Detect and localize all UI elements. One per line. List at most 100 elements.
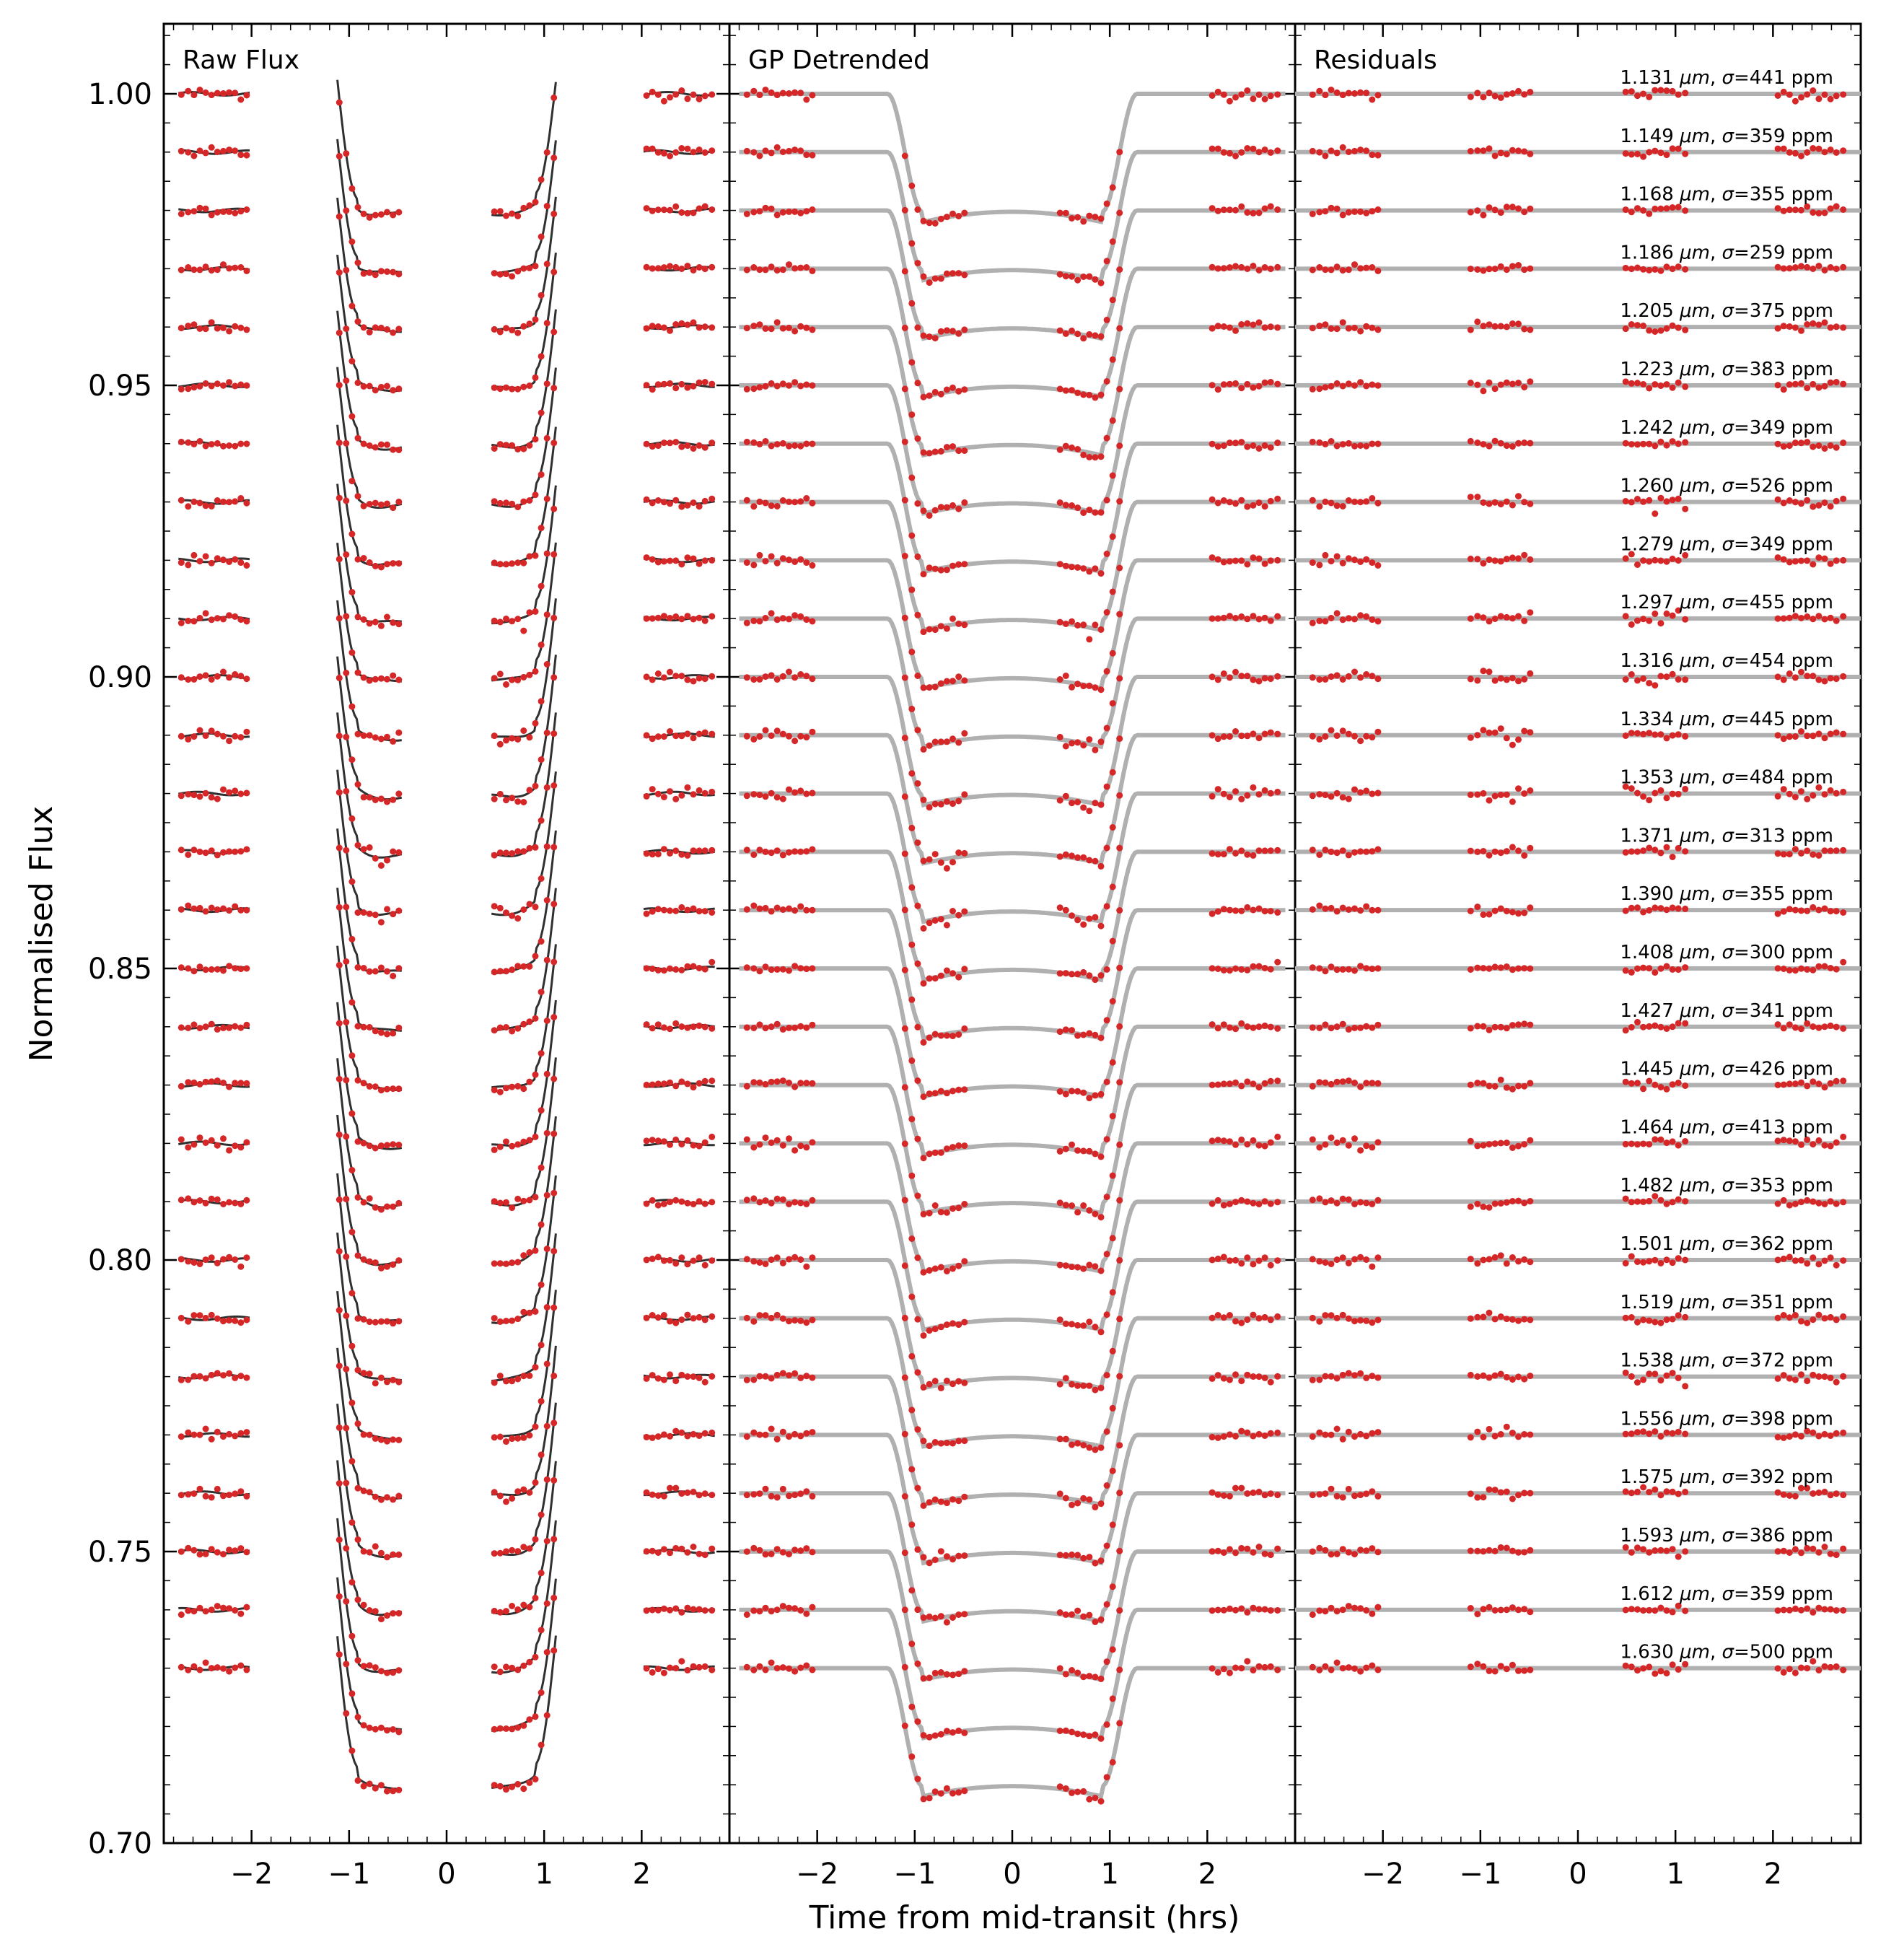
raw-flux-point [366,794,373,801]
residual-point [1521,1489,1528,1497]
raw-flux-point [177,1611,185,1618]
detrended-flux-point [750,1491,758,1498]
residual-point [1515,1373,1522,1381]
residual-point [1634,1606,1641,1613]
detrended-flux-point [931,388,939,395]
raw-curve-1.297 [177,598,716,748]
raw-flux-point [343,1253,350,1260]
residual-point [1798,788,1804,795]
transit-model-line [739,1141,1286,1274]
detrended-flux-point [1232,1256,1239,1264]
detrended-flux-point [1261,1313,1268,1321]
raw-curve-1.575 [177,1460,716,1623]
detrended-flux-point [1080,451,1087,458]
residual-point [1363,147,1370,154]
residual-point [1786,265,1793,272]
detrended-curve-1.279 [739,551,1286,694]
detrended-flux-point [1274,1133,1281,1140]
detrended-flux-point [961,1201,968,1207]
residual-point [1657,1136,1664,1143]
residual-point [1351,1604,1358,1611]
detrended-flux-point [1069,273,1075,280]
raw-flux-point [684,1080,691,1088]
residual-point [1363,965,1370,972]
detrended-flux-point [961,730,968,737]
residual-point [1774,1200,1781,1207]
raw-flux-point [348,413,356,420]
residual-point [1810,1490,1817,1497]
detrended-flux-point [797,671,804,678]
residual-point [1646,210,1653,217]
raw-flux-point [208,1371,215,1378]
raw-flux-point [678,87,685,94]
detrended-flux-point [1250,384,1257,391]
detrended-flux-point [961,499,968,506]
raw-flux-point [237,966,245,973]
raw-flux-point [654,265,662,272]
detrended-flux-point [1261,1374,1268,1381]
residual-point [1486,852,1493,859]
detrended-flux-point [743,792,750,800]
detrended-flux-point [920,273,927,280]
bin-annotation: 1.168 μm, σ=355 ppm [1620,184,1833,206]
detrended-flux-point [901,496,908,504]
residual-point [1491,1316,1499,1323]
raw-flux-point [667,206,673,214]
detrended-flux-point [1226,97,1233,105]
residual-point [1804,1319,1811,1326]
detrended-flux-point [955,270,962,277]
residual-point [1622,967,1629,974]
raw-curve-1.186 [177,253,716,394]
detrended-flux-point [756,1079,763,1086]
detrended-curve-1.519 [739,1311,1286,1453]
detrended-flux-point [1097,453,1105,460]
residual-point [1316,617,1323,624]
residual-point [1521,266,1528,274]
residual-point [1798,1141,1804,1148]
residual-point [1486,911,1493,918]
raw-flux-point [237,734,245,741]
raw-flux-point [654,1314,662,1321]
detrended-flux-point [1092,1263,1099,1270]
residual-curve-1.408: 1.408 μm, σ=300 ppm [1295,942,1861,976]
detrended-flux-point [1267,1200,1274,1207]
detrended-flux-point [1209,145,1216,152]
raw-flux-point [202,849,209,857]
residual-point [1798,1256,1804,1264]
residual-point [1374,789,1382,797]
residual-point [1328,673,1335,681]
residual-point [1821,1315,1828,1322]
residual-point [1791,906,1799,914]
bin-annotation: 1.242 μm, σ=349 ppm [1620,417,1833,439]
residual-point [1628,1373,1635,1380]
detrended-flux-point [1220,1549,1227,1556]
raw-flux-point [514,329,522,336]
detrended-flux-point [1062,1611,1069,1618]
raw-flux-point [690,319,697,326]
residual-point [1640,1484,1647,1491]
detrended-curve-1.223 [739,379,1286,519]
detrended-flux-point [943,798,950,805]
residual-point [1322,675,1329,683]
transit-model-line [739,1082,1286,1216]
residual-point [1474,1547,1481,1554]
detrended-flux-point [1238,1427,1245,1435]
residual-point [1497,1606,1504,1614]
residual-point [1682,505,1689,512]
detrended-flux-point [1214,676,1221,683]
residual-point [1774,554,1781,561]
raw-flux-point [395,498,403,505]
residual-point [1503,323,1510,331]
residual-point [1675,966,1682,974]
residual-point [1774,673,1781,681]
raw-flux-point [335,1536,343,1544]
residual-point [1328,325,1335,332]
raw-flux-point [177,1663,185,1671]
raw-flux-point [232,323,239,330]
residual-point [1363,732,1370,740]
transit-model-line [739,208,1286,341]
raw-flux-point [372,1608,379,1615]
raw-flux-point [696,1254,703,1261]
detrended-flux-point [803,966,810,973]
residual-point [1774,92,1781,99]
